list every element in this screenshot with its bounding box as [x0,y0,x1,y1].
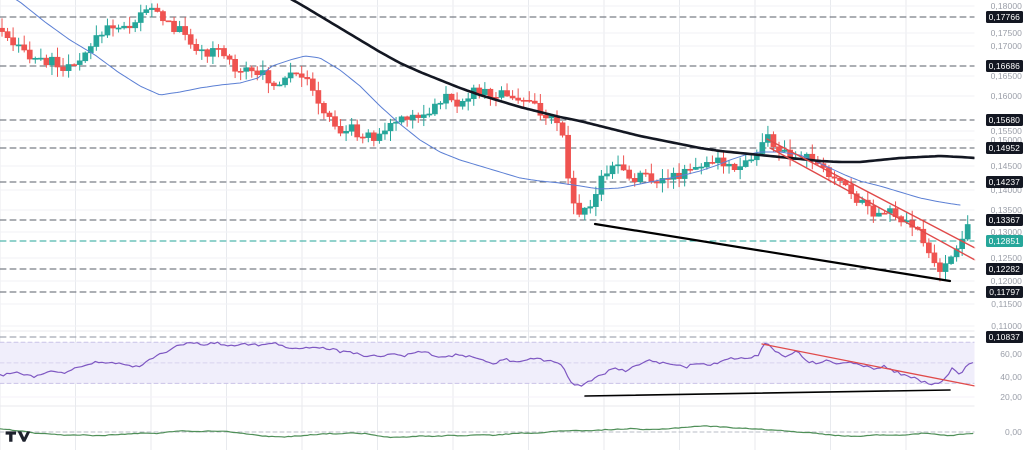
rsi-axis-tick: 40,00 [1000,372,1022,382]
price-level-label[interactable]: 0,14952 [985,142,1023,154]
price-axis-tick: 0,18000 [990,1,1022,11]
price-axis-tick: 0,15500 [990,126,1022,136]
price-axis-tick: 0,13500 [990,205,1022,215]
rsi-panel [0,341,976,387]
momentum-axis-tick: 0,00 [1005,427,1022,437]
price-axis-tick: 0,15000 [990,135,1022,145]
tradingview-logo-icon [5,431,31,442]
price-axis-tick: 0,17000 [990,41,1022,51]
ma-fast [15,0,961,206]
price-axis-tick: 0,16000 [990,91,1022,101]
price-axis-tick: 0,14500 [990,161,1022,171]
price-level-label[interactable]: 0,17766 [985,11,1023,23]
price-level-label[interactable]: 0,16686 [985,60,1023,72]
price-axis-tick: 0,16500 [990,71,1022,81]
price-level-label[interactable]: 0,11797 [986,286,1023,298]
price-axis-tick: 0,14000 [990,185,1022,195]
price-level-label[interactable]: 0,14237 [985,176,1023,188]
price-axis-tick: 0,12500 [990,253,1022,263]
price-axis-tick: 0,13000 [990,227,1022,237]
support-trendline-black [593,222,952,283]
rsi-resistance-red [761,343,976,387]
ma-slow [290,0,976,164]
candlesticks [0,3,971,282]
rsi-support-black [584,389,951,397]
price-axis-tick: 0,11500 [991,299,1022,309]
price-axis-tick: 0,11000 [991,321,1022,331]
price-axis-tick: 0,17500 [990,28,1022,38]
price-axis-tick: 0,12000 [990,276,1022,286]
rsi-axis-tick: 20,00 [1000,392,1022,402]
current-price-label[interactable]: 0,12851 [985,235,1023,247]
price-axis[interactable]: 0,18000 0,17500 0,17000 0,16500 0,16000 0,155… [966,0,1024,450]
momentum-panel [0,425,976,439]
price-level-label[interactable]: 0,13367 [985,214,1023,226]
rsi-axis-tick: 60,00 [1000,349,1022,359]
support-trendline-red [769,147,976,261]
resistance-trendline-red [766,138,976,249]
price-level-label[interactable]: 0,10837 [985,331,1023,343]
panel-separators [0,330,976,407]
price-level-label[interactable]: 0,12282 [985,263,1023,275]
price-level-label[interactable]: 0,15680 [985,114,1023,126]
